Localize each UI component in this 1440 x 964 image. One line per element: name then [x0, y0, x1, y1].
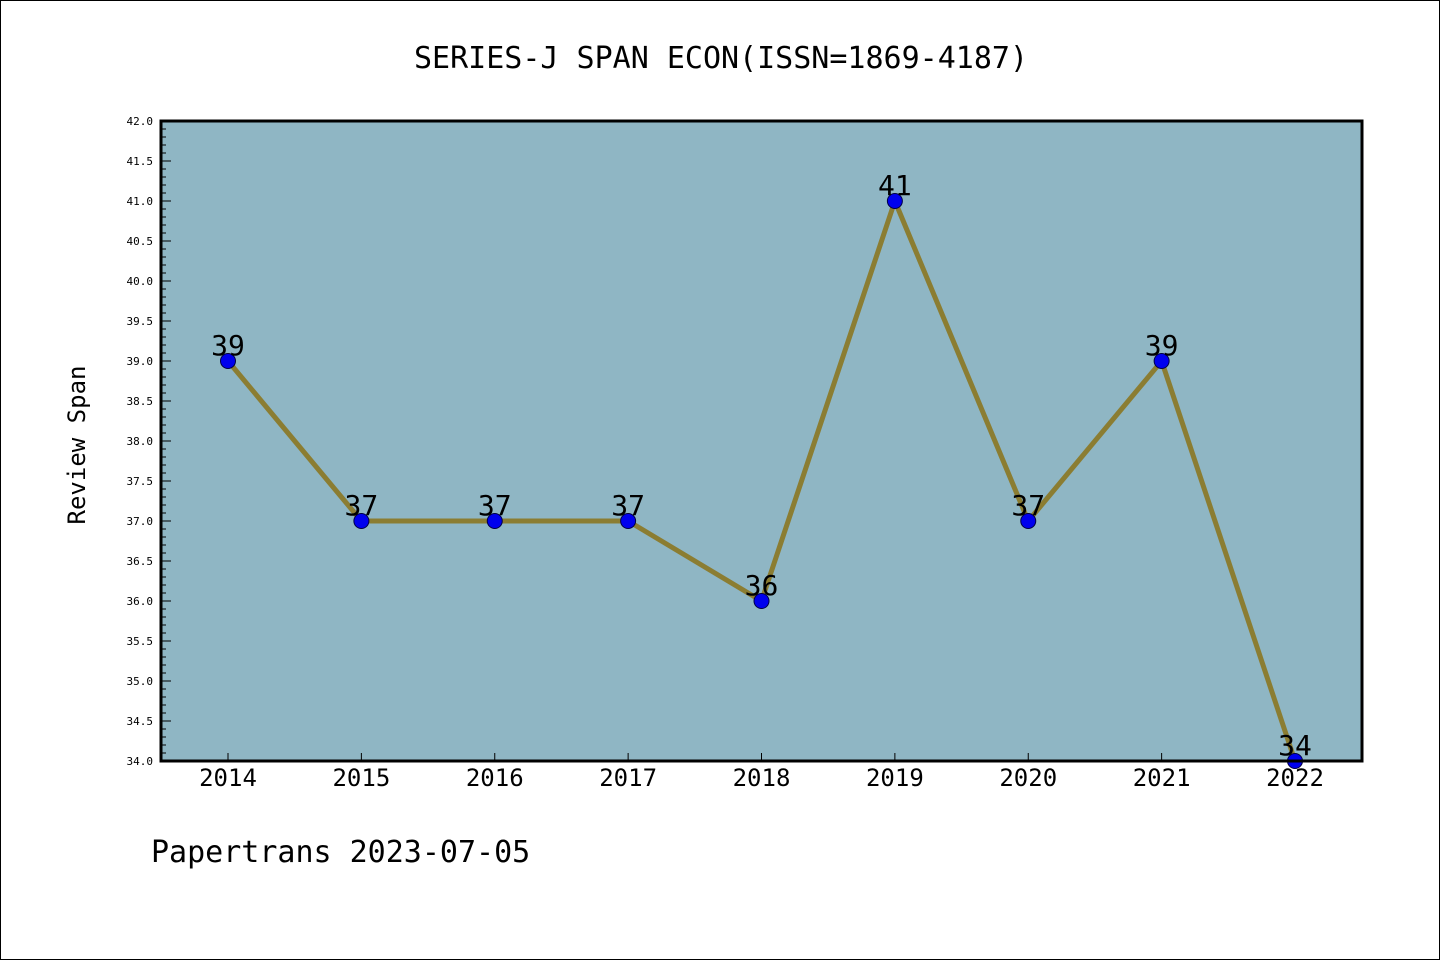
y-tick-label: 39.0 — [127, 355, 154, 368]
data-point — [353, 513, 370, 529]
x-tick-label: 2016 — [466, 764, 524, 792]
y-tick-label: 34.5 — [127, 715, 154, 728]
chart-title: SERIES-J SPAN ECON(ISSN=1869-4187) — [414, 41, 1028, 76]
y-tick-label: 34.0 — [127, 755, 154, 768]
data-label: 34 — [1278, 729, 1312, 762]
footer-credit: Papertrans 2023-07-05 — [151, 835, 530, 870]
y-tick-label: 37.5 — [127, 475, 154, 488]
y-axis-label: Review Span — [63, 366, 91, 525]
data-point — [1153, 353, 1170, 369]
y-tick-label: 35.5 — [127, 635, 154, 648]
data-label: 39 — [211, 329, 245, 362]
y-tick-label: 41.5 — [127, 155, 154, 168]
y-tick-label: 41.0 — [127, 195, 154, 208]
data-point — [886, 193, 903, 209]
data-point — [1020, 513, 1037, 529]
y-axis: 34.0 34.5 35.0 35.5 36.0 36.5 37.0 37.5 38.0 38.5… — [127, 115, 171, 768]
x-tick-label: 2020 — [999, 764, 1057, 792]
data-point — [620, 513, 637, 529]
data-label: 37 — [345, 489, 379, 522]
data-label: 37 — [478, 489, 512, 522]
x-tick-label: 2021 — [1133, 764, 1191, 792]
data-labels: 39 37 37 37 36 41 37 39 34 — [211, 169, 1312, 762]
y-tick-label: 36.5 — [127, 555, 154, 568]
plot-border — [159, 119, 1364, 763]
data-label: 37 — [611, 489, 645, 522]
series-markers — [220, 193, 1303, 769]
y-tick-label: 42.0 — [127, 115, 154, 128]
data-label: 36 — [745, 569, 779, 602]
x-tick-label: 2014 — [199, 764, 257, 792]
data-label: 39 — [1145, 329, 1179, 362]
data-point — [753, 593, 770, 609]
footer-source: Papertrans — [151, 835, 332, 870]
y-tick-label: 38.0 — [127, 435, 154, 448]
y-tick-label: 40.0 — [127, 275, 154, 288]
x-tick-label: 2018 — [733, 764, 791, 792]
x-tick-label: 2015 — [332, 764, 390, 792]
data-point — [220, 353, 236, 369]
data-label: 41 — [878, 169, 912, 202]
data-label: 37 — [1011, 489, 1045, 522]
y-tick-label: 35.0 — [127, 675, 154, 688]
x-tick-label: 2019 — [866, 764, 924, 792]
plot-area — [161, 121, 1362, 761]
y-tick-label: 36.0 — [127, 595, 154, 608]
y-tick-label: 40.5 — [127, 235, 154, 248]
y-tick-label: 39.5 — [127, 315, 154, 328]
y-tick-label: 38.5 — [127, 395, 154, 408]
data-point — [486, 513, 503, 529]
x-tick-label: 2017 — [599, 764, 657, 792]
footer-date: 2023-07-05 — [349, 835, 531, 870]
y-tick-label: 37.0 — [127, 515, 154, 528]
